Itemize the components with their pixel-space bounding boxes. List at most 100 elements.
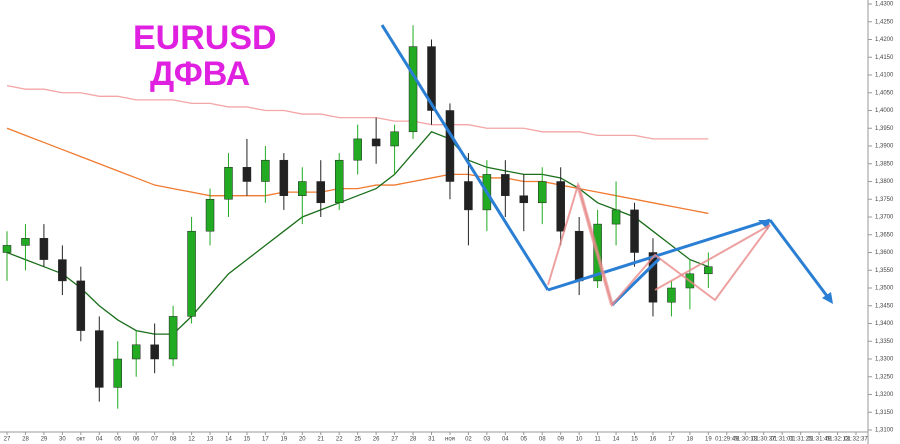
y-tick-label: 1,3400 <box>875 321 894 327</box>
x-tick-label: 05 <box>114 437 121 443</box>
candle-body <box>427 46 436 111</box>
x-tick-label: 20 <box>299 437 306 443</box>
candle-body <box>537 181 547 204</box>
indicator-line <box>6 131 709 335</box>
x-tick-label: 17 <box>668 437 675 443</box>
pattern-line <box>576 184 614 306</box>
x-tick-label: 05 <box>520 437 527 443</box>
candle-body <box>21 238 30 246</box>
y-tick-label: 1,3950 <box>875 126 894 132</box>
y-tick-label: 1,3700 <box>875 215 894 221</box>
x-tick-label: 13 <box>207 437 214 443</box>
x-tick-label: 28 <box>22 437 29 443</box>
candle-body <box>704 266 713 275</box>
x-tick-label: 22 <box>336 437 343 443</box>
x-tick-label: окт <box>76 437 85 443</box>
x-tick-label: 27 <box>4 437 11 443</box>
candle-body <box>371 138 381 147</box>
x-tick-label: 28 <box>410 437 417 443</box>
y-tick-label: 1,4100 <box>875 73 894 79</box>
indicator-line <box>6 127 709 215</box>
candle-body <box>574 230 584 282</box>
x-tick-label: 06 <box>133 437 140 443</box>
indicator-line <box>6 85 709 140</box>
y-tick-label: 1,3750 <box>875 197 894 203</box>
candle-body <box>667 287 676 303</box>
candle-body <box>187 230 196 317</box>
y-tick-label: 1,3850 <box>875 161 894 167</box>
x-tick-label: 01:30:37 <box>752 437 776 443</box>
x-tick-label: 10 <box>576 437 583 443</box>
x-tick-label: ноя <box>445 437 455 443</box>
candle-body <box>113 358 122 388</box>
y-tick-label: 1,3650 <box>875 232 894 238</box>
x-tick-label: 27 <box>391 437 398 443</box>
y-tick-label: 1,3100 <box>875 428 894 434</box>
x-tick-label: 11 <box>594 437 601 443</box>
candle-body <box>58 259 67 282</box>
candle-body <box>224 167 233 200</box>
y-tick-label: 1,4250 <box>875 19 894 25</box>
y-tick-label: 1,4050 <box>875 90 894 96</box>
candle-body <box>39 238 49 260</box>
x-tick-label: 30 <box>59 437 66 443</box>
x-tick-label: 02 <box>465 437 472 443</box>
y-tick-label: 1,4200 <box>875 37 894 43</box>
y-tick-label: 1,4150 <box>875 55 894 61</box>
pattern-line <box>547 181 771 308</box>
y-tick-label: 1,3250 <box>875 374 894 380</box>
x-tick-label: 17 <box>262 437 269 443</box>
x-tick-label: 08 <box>539 437 546 443</box>
wave-arrow <box>380 24 550 291</box>
x-tick-label: 04 <box>502 437 509 443</box>
candle-body <box>556 181 565 232</box>
candle-body <box>298 181 307 196</box>
candle-body <box>261 159 270 182</box>
chart-title: EURUSD <box>133 19 277 57</box>
candle-body <box>242 167 252 182</box>
candle-body <box>150 344 159 360</box>
x-tick-label: 04 <box>96 437 103 443</box>
x-tick-label: 16 <box>650 437 657 443</box>
x-tick-label: 01:29:49 <box>715 437 739 443</box>
plot <box>2 25 713 409</box>
annotations <box>380 24 833 308</box>
candle-body <box>390 131 399 147</box>
y-tick-label: 1,3450 <box>875 303 894 309</box>
x-tick-label: 31 <box>428 437 435 443</box>
y-tick-label: 1,3900 <box>875 144 894 150</box>
arrow-head <box>822 292 833 304</box>
x-tick-label: 26 <box>373 437 380 443</box>
x-tick-label: 07 <box>151 437 158 443</box>
x-tick-label: 01:31:01 <box>770 437 794 443</box>
y-tick-label: 1,4000 <box>875 108 894 114</box>
candle-body <box>611 209 621 225</box>
y-tick-label: 1,3550 <box>875 268 894 274</box>
x-tick-label: 01:31:25 <box>789 437 813 443</box>
x-tick-label: 12 <box>188 437 195 443</box>
candle-body <box>501 174 510 196</box>
pattern-line <box>654 224 771 291</box>
candle-body <box>353 138 362 161</box>
wave-arrow <box>547 218 771 292</box>
x-tick-label: 19 <box>705 437 712 443</box>
x-tick-label: 01:32:37 <box>844 437 868 443</box>
candle-body <box>168 316 178 360</box>
chart-subtitle: ДФВА <box>150 55 250 93</box>
x-tick-label: 14 <box>225 437 232 443</box>
x-tick-label: 01:31:49 <box>807 437 831 443</box>
candle-body <box>334 159 344 204</box>
x-tick-label: 19 <box>281 437 288 443</box>
candle-body <box>408 46 418 133</box>
x-tick-label: 21 <box>317 437 324 443</box>
candle-body <box>519 195 529 204</box>
candle-body <box>316 181 326 204</box>
x-tick-label: 09 <box>557 437 564 443</box>
candle-body <box>95 330 104 388</box>
x-tick-label: 14 <box>613 437 620 443</box>
candle-body <box>205 199 215 232</box>
candle-body <box>648 252 658 303</box>
y-tick-label: 1,3600 <box>875 250 894 256</box>
x-tick-label: 01:30:13 <box>734 437 758 443</box>
x-tick-label: 25 <box>354 437 361 443</box>
